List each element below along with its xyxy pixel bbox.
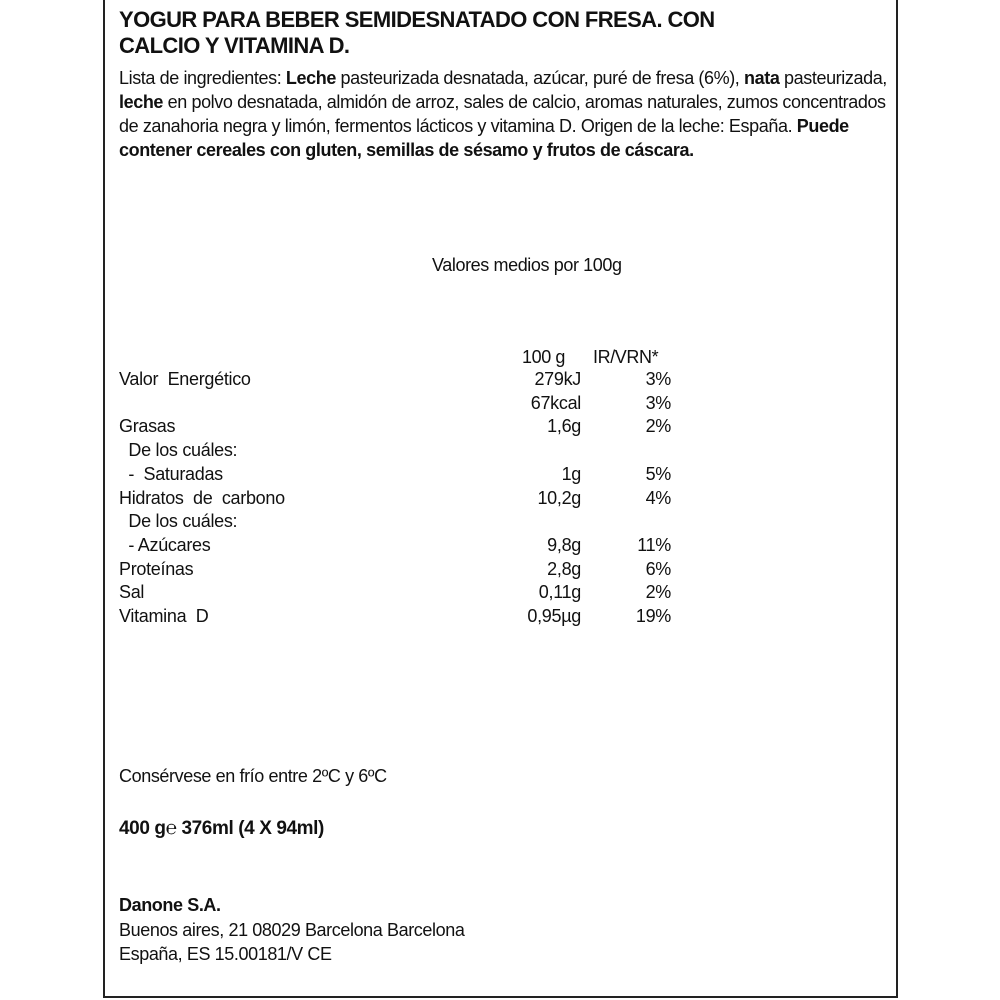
nutrient-value: 279kJ bbox=[534, 369, 581, 389]
nutrient-value: 0,95µg bbox=[527, 606, 581, 626]
nutrient-percent: 11% bbox=[637, 534, 671, 555]
nutrition-row: - Saturadas 1g 5% bbox=[119, 464, 679, 488]
nutrition-heading: Valores medios por 100g bbox=[432, 255, 622, 275]
ingredient-text: pasteurizada desnatada, azúcar, puré de … bbox=[335, 68, 745, 88]
product-title-line-1: YOGUR PARA BEBER SEMIDESNATADO CON FRESA… bbox=[119, 7, 715, 32]
nutrient-label: Sal bbox=[119, 582, 145, 603]
nutrition-row: De los cuáles: bbox=[119, 440, 679, 464]
nutrient-value: 9,8g bbox=[547, 534, 581, 555]
company-address-line-1: Buenos aires, 21 08029 Barcelona Barcelo… bbox=[119, 920, 465, 940]
nutrient-value: 10,2g bbox=[537, 487, 581, 508]
storage-instructions: Consérvese en frío entre 2ºC y 6ºC bbox=[119, 766, 387, 786]
nutrient-label: Vitamina D bbox=[119, 606, 209, 626]
nutrition-row: Hidratos de carbono 10,2g 4% bbox=[119, 488, 679, 512]
nutrient-value: 0,11g bbox=[538, 582, 582, 603]
nutrient-label: Valor Energético bbox=[119, 369, 251, 389]
nutrient-value: 1,6g bbox=[547, 416, 581, 437]
allergen-text: leche bbox=[119, 92, 164, 112]
allergen-text: Puede contener cereales con gluten, semi… bbox=[119, 116, 849, 160]
ingredient-text: pasteurizada, bbox=[779, 68, 887, 88]
nutrient-value: 2,8g bbox=[547, 558, 581, 579]
nutrition-row: De los cuáles: bbox=[119, 511, 679, 535]
nutrient-value: 1g bbox=[561, 463, 582, 484]
company-address-line-2: España, ES 15.00181/V CE bbox=[119, 944, 332, 964]
nutrient-label: Hidratos de carbono bbox=[119, 487, 285, 508]
nutrient-percent: 4% bbox=[645, 487, 672, 508]
ingredient-text: en polvo desnatada, almidón de arroz, sa… bbox=[119, 92, 886, 136]
net-quantity: 400 g℮ 376ml (4 X 94ml) bbox=[119, 818, 324, 839]
nutrition-row: Vitamina D 0,95µg 19% bbox=[119, 606, 679, 630]
nutrition-row: Valor Energético 279kJ 3% bbox=[119, 369, 679, 393]
nutrient-percent: 19% bbox=[635, 606, 671, 626]
nutrition-row: 67kcal 3% bbox=[119, 393, 679, 417]
allergen-text: Leche bbox=[285, 68, 336, 88]
nutrient-label: Proteínas bbox=[119, 558, 194, 579]
column-header-100g: 100 g bbox=[522, 347, 566, 367]
company-name: Danone S.A. bbox=[119, 895, 221, 915]
nutrient-percent: 6% bbox=[645, 558, 672, 579]
ingredients-list: Lista de ingredientes: Leche pasteurizad… bbox=[119, 66, 889, 162]
nutrient-percent: 3% bbox=[645, 392, 672, 413]
nutrition-row: - Azúcares 9,8g 11% bbox=[119, 535, 679, 559]
nutrition-row: Proteínas 2,8g 6% bbox=[119, 559, 679, 583]
nutrient-percent: 5% bbox=[645, 463, 672, 484]
nutrient-label: - Saturadas bbox=[119, 463, 223, 484]
nutrient-value: 67kcal bbox=[530, 392, 582, 413]
nutrient-percent: 3% bbox=[645, 369, 672, 389]
allergen-text: nata bbox=[744, 68, 780, 88]
nutrient-percent: 2% bbox=[645, 416, 672, 437]
nutrient-label: - Azúcares bbox=[119, 534, 211, 555]
column-header-ir-vrn: IR/VRN* bbox=[593, 347, 659, 367]
ingredient-text: Lista de ingredientes: bbox=[119, 68, 286, 88]
nutrient-label: Grasas bbox=[119, 416, 176, 437]
label-frame bbox=[103, 0, 898, 998]
nutrient-label: De los cuáles: bbox=[119, 440, 238, 461]
nutrient-percent: 2% bbox=[645, 582, 672, 603]
product-title-line-2: CALCIO Y VITAMINA D. bbox=[119, 33, 350, 58]
nutrition-row: Grasas 1,6g 2% bbox=[119, 416, 679, 440]
nutrition-row: Sal 0,11g 2% bbox=[119, 582, 679, 606]
nutrient-label: De los cuáles: bbox=[119, 511, 238, 532]
